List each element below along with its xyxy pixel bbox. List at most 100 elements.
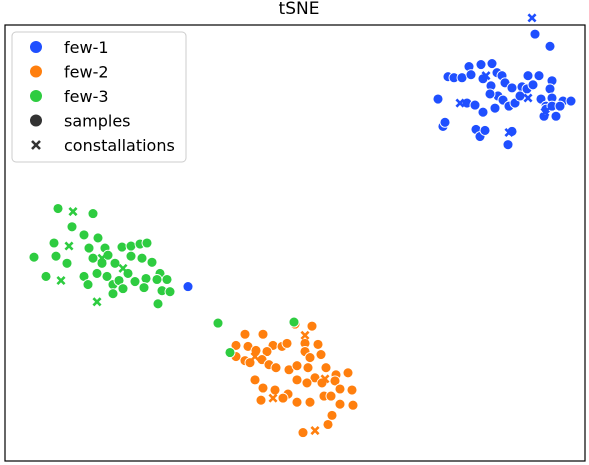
sample-point-few-3: [87, 252, 99, 264]
sample-point-few-1: [506, 82, 518, 94]
constellation-marker-few-3: [92, 297, 102, 307]
legend-marker-samples: [30, 114, 42, 127]
sample-point-few-3: [125, 240, 137, 252]
sample-point-few-1: [486, 58, 498, 69]
sample-point-few-3: [87, 208, 99, 220]
sample-point-few-1: [550, 110, 562, 122]
sample-point-few-3: [125, 250, 137, 262]
constellation-marker-few-1: [527, 13, 537, 23]
constellation-marker-few-2: [250, 352, 260, 362]
legend-label-few-1: few-1: [64, 38, 109, 57]
sample-point-few-2: [261, 346, 273, 357]
legend-box: [11, 31, 187, 163]
sample-point-few-3: [212, 317, 224, 329]
constellation-marker-few-2: [320, 374, 330, 384]
sample-point-few-2: [297, 427, 309, 439]
sample-point-few-3: [50, 250, 62, 262]
sample-point-few-2: [239, 328, 251, 340]
sample-point-few-1: [465, 69, 477, 81]
sample-point-few-2: [230, 339, 242, 351]
sample-point-few-1: [439, 116, 451, 128]
sample-point-few-3: [107, 288, 119, 300]
sample-point-few-2: [257, 382, 269, 394]
sample-point-few-1: [565, 95, 577, 107]
sample-point-few-2: [302, 362, 314, 374]
sample-point-few-2: [342, 367, 354, 379]
sample-point-few-3: [138, 282, 150, 294]
sample-point-few-3: [28, 251, 40, 263]
sample-point-few-3: [91, 267, 103, 279]
sample-point-few-2: [322, 419, 334, 430]
sample-point-few-3: [288, 316, 300, 328]
constellation-marker-few-3: [118, 263, 128, 273]
sample-point-few-1-outlier-: [182, 281, 194, 293]
legend-label-samples: samples: [64, 112, 131, 131]
sample-point-few-2: [301, 377, 313, 389]
constellation-marker-few-2: [300, 330, 310, 340]
sample-point-few-2: [326, 409, 338, 421]
sample-point-few-2: [269, 384, 281, 396]
sample-point-few-2: [315, 349, 327, 360]
sample-point-few-1: [456, 72, 468, 84]
constellation-marker-few-3: [97, 253, 107, 263]
sample-point-few-1: [544, 83, 556, 95]
sample-point-few-3: [52, 203, 64, 214]
constellation-marker-few-1: [523, 93, 533, 103]
sample-point-few-2: [320, 362, 332, 374]
constellation-marker-few-3: [64, 241, 74, 251]
sample-point-few-1: [479, 125, 491, 136]
sample-point-few-3: [92, 232, 104, 244]
sample-point-few-2: [325, 390, 337, 402]
sample-point-few-2: [255, 394, 267, 406]
constellation-marker-few-3: [68, 207, 78, 217]
sample-point-few-3: [102, 249, 114, 261]
sample-point-few-2: [334, 398, 346, 410]
legend: few-1 few-2 few-3 samples constallations: [11, 31, 187, 163]
sample-point-few-2: [329, 375, 341, 387]
sample-point-few-3: [82, 279, 94, 291]
sample-point-few-1: [502, 139, 514, 151]
sample-point-few-3: [140, 273, 152, 284]
sample-point-few-1: [484, 88, 496, 100]
constellation-marker-few-3: [56, 275, 66, 286]
sample-point-few-3: [117, 283, 129, 295]
sample-point-few-3: [101, 271, 113, 282]
legend-marker-constallations: [31, 140, 41, 150]
constellation-marker-few-2: [310, 426, 320, 436]
sample-point-few-3: [164, 286, 176, 298]
sample-point-few-3: [141, 237, 153, 249]
sample-point-few-3: [61, 257, 73, 269]
legend-marker-few-1: [30, 41, 42, 53]
sample-point-few-2: [257, 328, 269, 340]
sample-point-few-2: [346, 384, 358, 396]
sample-point-few-3: [129, 276, 141, 287]
sample-point-few-1: [475, 59, 487, 70]
sample-point-few-1: [432, 93, 444, 105]
sample-point-few-1: [522, 70, 534, 82]
sample-point-few-2: [291, 374, 303, 386]
sample-point-few-3: [146, 256, 158, 268]
scatter-marks: [28, 13, 577, 439]
sample-point-few-2: [277, 392, 289, 404]
chart-title: tSNE: [279, 0, 320, 19]
sample-point-few-3: [224, 347, 236, 358]
sample-point-few-1: [527, 79, 539, 91]
legend-label-few-3: few-3: [64, 87, 109, 106]
sample-point-few-3: [161, 274, 173, 285]
constellation-marker-few-1: [504, 127, 514, 137]
sample-point-few-3: [109, 257, 121, 269]
sample-point-few-2: [306, 320, 318, 332]
constellation-marker-few-1: [481, 71, 491, 81]
sample-point-few-1: [477, 106, 489, 118]
sample-point-few-1: [554, 100, 566, 112]
legend-label-few-2: few-2: [64, 63, 109, 82]
sample-point-few-2: [281, 337, 293, 349]
legend-marker-few-3: [30, 90, 42, 102]
sample-point-few-1: [529, 28, 541, 40]
sample-point-few-3: [66, 221, 78, 233]
sample-point-few-1: [544, 40, 556, 52]
sample-point-few-2: [270, 362, 282, 374]
legend-marker-few-2: [30, 65, 42, 78]
sample-point-few-3: [48, 237, 60, 249]
